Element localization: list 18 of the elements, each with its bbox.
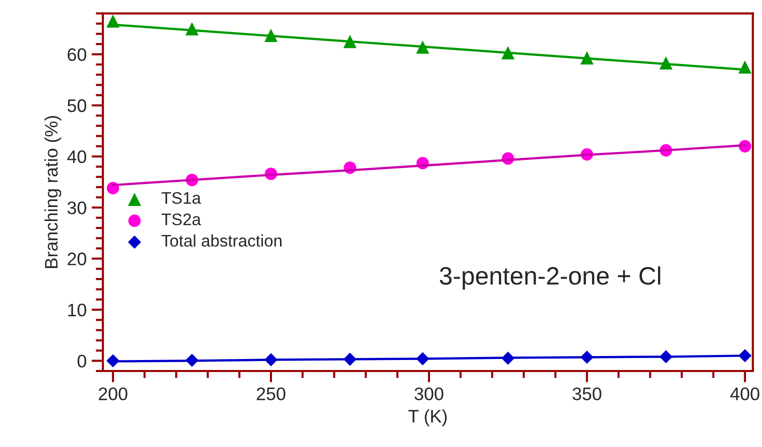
y-axis-title: Branching ratio (%) [44,116,62,268]
y-tick-label: 10 [68,304,86,316]
y-tick-label: 40 [67,150,86,164]
x-tick-label: 350 [572,387,602,400]
x-tick-label: 250 [256,387,286,400]
legend-label: Total abstraction [162,234,282,247]
legend-label: TS1a [162,192,202,204]
legend-label: TS2a [162,213,202,226]
y-tick-label: 30 [68,201,86,214]
x-tick-label: 200 [98,387,128,400]
y-tick-label: 0 [78,354,86,368]
y-tick-label: 60 [68,48,86,61]
annotation: 3-penten-2-one + Cl [440,266,660,290]
x-axis-title: T (K) [408,409,447,426]
x-tick-label: 400 [730,387,760,400]
y-tick-label: 20 [68,252,86,266]
x-tick-label: 300 [414,387,444,400]
y-tick-label: 50 [68,99,86,112]
